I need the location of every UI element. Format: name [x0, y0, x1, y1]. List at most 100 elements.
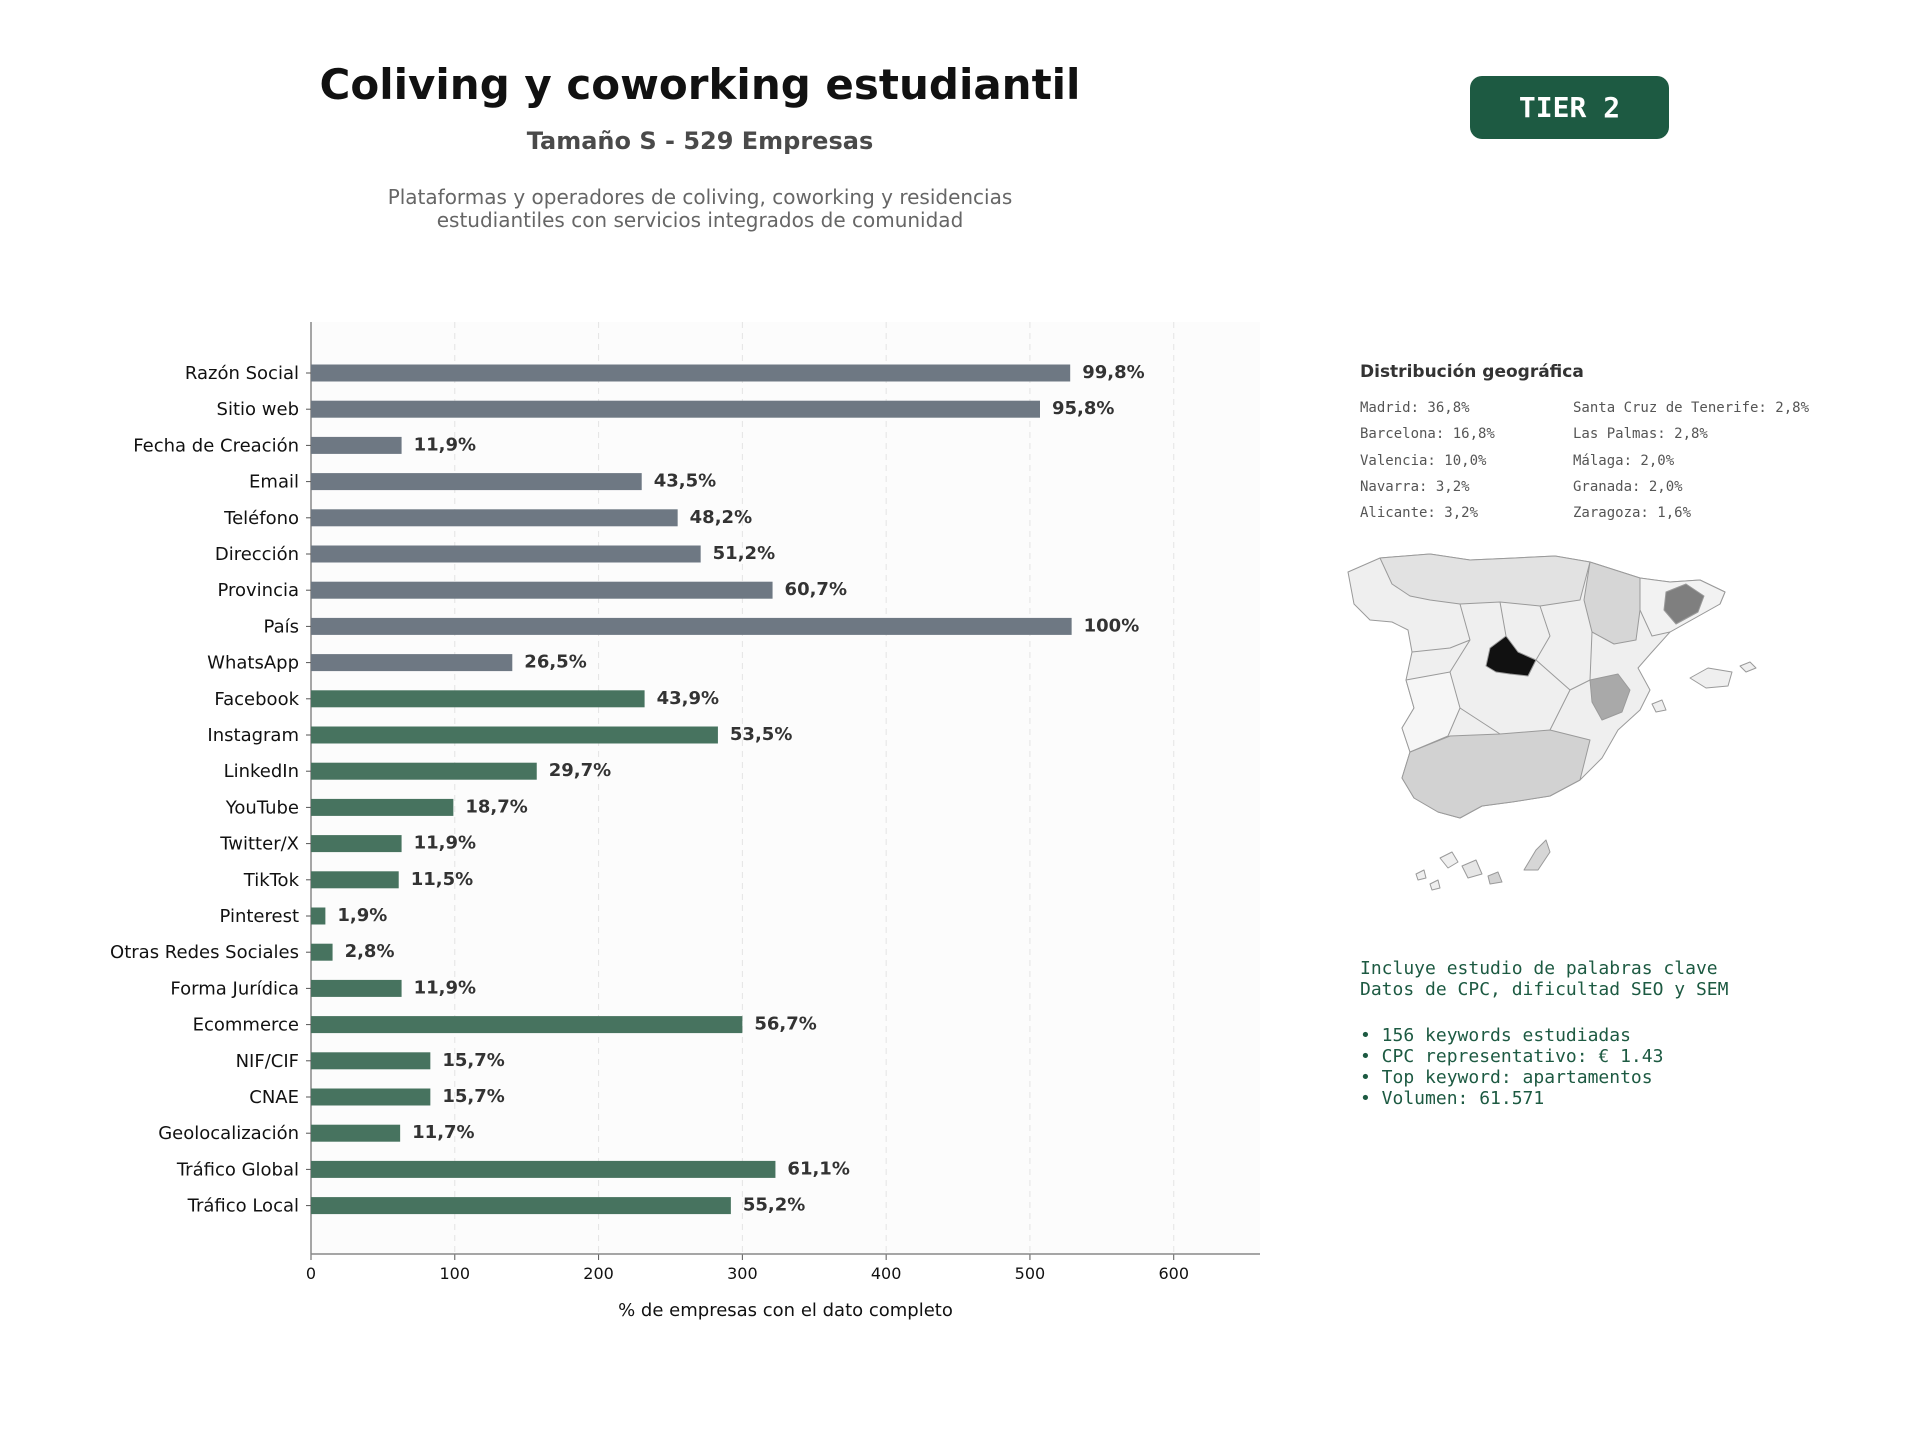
description-line: Plataformas y operadores de coliving, co… [387, 185, 1013, 209]
bar-value-label: 26,5% [524, 652, 586, 673]
bar-value-label: 11,9% [414, 434, 476, 455]
bar [311, 1052, 431, 1070]
bar [311, 1088, 431, 1106]
map-aragon [1583, 561, 1641, 645]
geo-list-right: Santa Cruz de Tenerife: 2,8% Las Palmas:… [1573, 398, 1809, 529]
geo-item: Valencia: 10,0% [1360, 452, 1487, 469]
x-tick-label: 200 [583, 1264, 614, 1283]
category-label: Otras Redes Sociales [110, 942, 299, 963]
bar [311, 509, 678, 527]
bar-value-label: 11,5% [411, 869, 473, 890]
keywords-bullet: • CPC representativo: € 1.43 [1360, 1046, 1664, 1067]
keywords-stats: • 156 keywords estudiadas • CPC represen… [1360, 1025, 1663, 1109]
geo-item: Las Palmas: 2,8% [1573, 426, 1708, 443]
bar-value-label: 51,2% [713, 543, 775, 564]
bar-value-label: 2,8% [345, 941, 395, 962]
bar [311, 1124, 401, 1142]
geo-item: Zaragoza: 1,6% [1573, 505, 1692, 522]
description-line: estudiantiles con servicios integrados d… [436, 208, 964, 232]
bar-value-label: 95,8% [1052, 398, 1114, 419]
bar [311, 545, 701, 563]
bar [311, 943, 333, 961]
bar [311, 400, 1041, 418]
bar-value-label: 18,7% [465, 796, 527, 817]
geo-distribution-title: Distribución geográfica [1360, 362, 1584, 382]
geo-list-left: Madrid: 36,8% Barcelona: 16,8% Valencia:… [1360, 398, 1495, 529]
geo-item: Alicante: 3,2% [1360, 505, 1479, 522]
bar [311, 1016, 743, 1034]
geo-item: Málaga: 2,0% [1573, 452, 1675, 469]
geo-item: Barcelona: 16,8% [1360, 426, 1495, 443]
tier-badge: TIER 2 [1470, 76, 1669, 139]
x-tick-label: 100 [440, 1264, 471, 1283]
plot-area [311, 322, 1260, 1254]
keywords-bullet: • Top keyword: apartamentos [1360, 1067, 1653, 1088]
map-canary-islands [1439, 851, 1459, 869]
keywords-bullet: • 156 keywords estudiadas [1360, 1025, 1631, 1046]
keywords-line: Datos de CPC, dificultad SEO y SEM [1360, 979, 1729, 1000]
geo-item: Navarra: 3,2% [1360, 478, 1470, 495]
keywords-bullet: • Volumen: 61.571 [1360, 1088, 1545, 1109]
bar [311, 1197, 731, 1215]
x-tick-label: 600 [1158, 1264, 1189, 1283]
bar-value-label: 56,7% [754, 1014, 816, 1035]
category-label: Provincia [217, 580, 299, 601]
page-subtitle: Tamaño S - 529 Empresas [526, 127, 874, 155]
category-label: WhatsApp [207, 653, 299, 674]
map-valencia [1589, 673, 1631, 721]
map-west-interior [1401, 671, 1461, 753]
spain-choropleth-map [1347, 553, 1757, 891]
keywords-line: Incluye estudio de palabras clave [1360, 958, 1718, 979]
map-barcelona [1663, 583, 1705, 625]
category-label: Razón Social [185, 363, 299, 384]
category-label: LinkedIn [224, 761, 299, 782]
page-title: Coliving y coworking estudiantil [319, 60, 1081, 109]
category-label: Tráfico Global [176, 1159, 299, 1180]
bar-value-label: 53,5% [730, 724, 792, 745]
geo-item: Santa Cruz de Tenerife: 2,8% [1573, 400, 1810, 416]
geo-item: Granada: 2,0% [1573, 478, 1683, 495]
page-description: Plataformas y operadores de coliving, co… [300, 186, 1100, 232]
bar-value-label: 43,5% [654, 471, 716, 492]
bar [311, 436, 402, 454]
bar-value-label: 11,9% [414, 833, 476, 854]
bar [311, 835, 402, 853]
category-label: Sitio web [217, 399, 299, 420]
map-madrid [1485, 635, 1537, 677]
bar-value-label: 11,9% [414, 977, 476, 998]
bar-value-label: 1,9% [337, 905, 387, 926]
bar-value-label: 55,2% [743, 1195, 805, 1216]
category-label: Pinterest [219, 906, 299, 927]
bar-value-label: 100% [1084, 615, 1140, 636]
bar [311, 581, 773, 599]
geo-item: Madrid: 36,8% [1360, 400, 1470, 416]
bar [311, 798, 454, 816]
map-north-regions [1379, 553, 1591, 607]
category-label: Forma Jurídica [170, 978, 299, 999]
map-andalucia [1401, 729, 1591, 819]
bar [311, 617, 1072, 635]
category-label: Tráfico Local [187, 1196, 299, 1217]
category-label: Fecha de Creación [133, 435, 299, 456]
category-label: TikTok [243, 870, 300, 891]
bar [311, 654, 513, 672]
x-tick-label: 0 [306, 1264, 316, 1283]
bar-value-label: 15,7% [442, 1050, 504, 1071]
bar [311, 1160, 776, 1178]
bar [311, 871, 399, 889]
x-tick-label: 300 [727, 1264, 758, 1283]
x-tick-label: 400 [871, 1264, 902, 1283]
bar-value-label: 11,7% [412, 1122, 474, 1143]
bar [311, 690, 645, 708]
bar [311, 726, 718, 744]
bar [311, 762, 537, 780]
bar-value-label: 60,7% [785, 579, 847, 600]
category-label: YouTube [225, 797, 299, 818]
bar [311, 473, 642, 491]
bar [311, 364, 1071, 382]
bar-value-label: 99,8% [1082, 362, 1144, 383]
bar [311, 979, 402, 997]
bar-value-label: 15,7% [442, 1086, 504, 1107]
category-label: Teléfono [223, 508, 299, 529]
bar-value-label: 43,9% [657, 688, 719, 709]
